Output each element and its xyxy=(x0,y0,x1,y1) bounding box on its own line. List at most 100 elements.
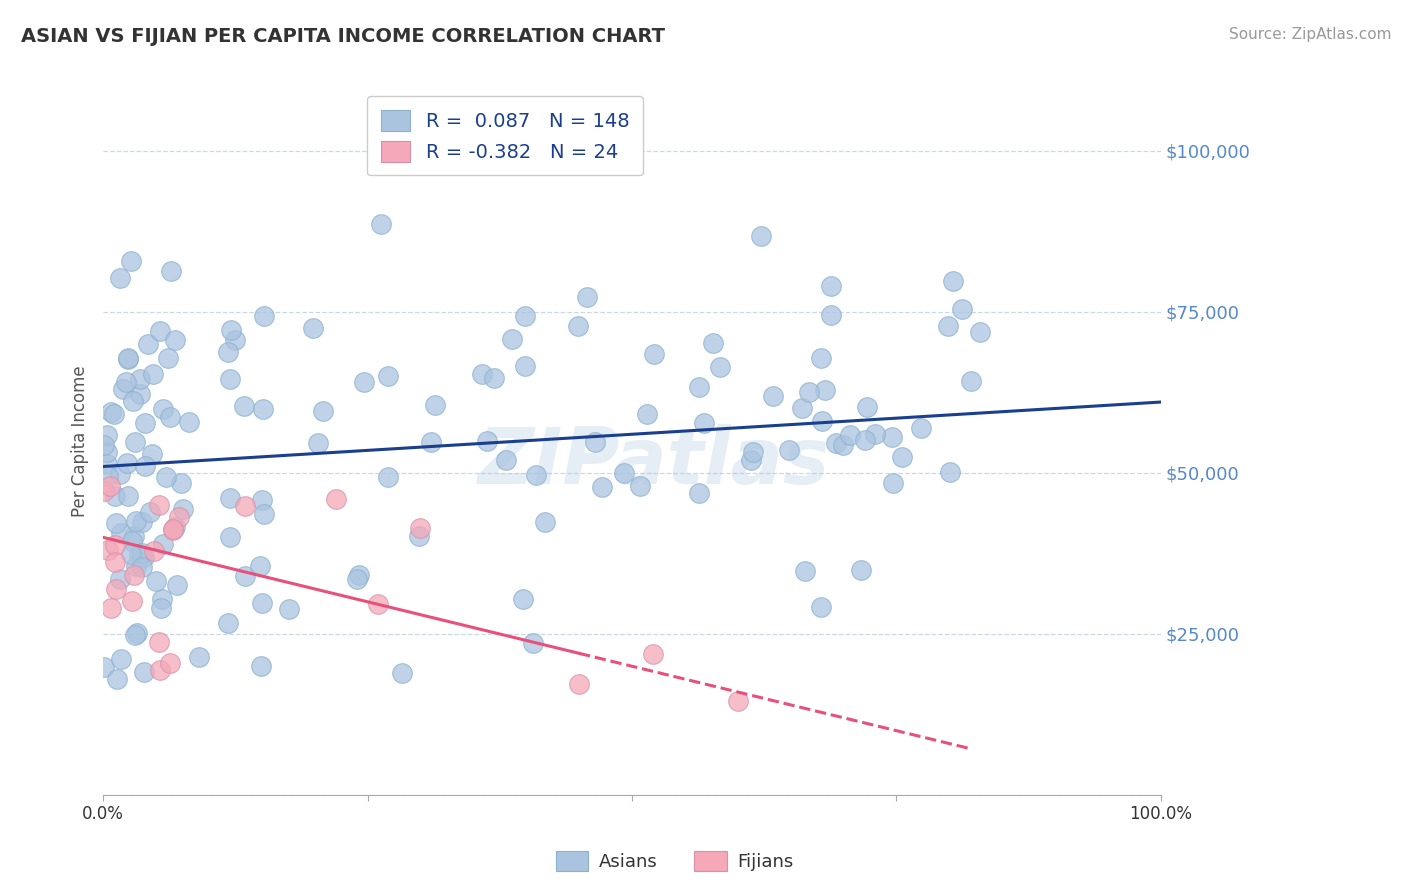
Point xyxy=(104,582,127,597)
Point xyxy=(249,559,271,574)
Point xyxy=(120,254,142,268)
Point xyxy=(377,470,399,484)
Y-axis label: Per Capita Income: Per Capita Income xyxy=(72,365,89,516)
Point xyxy=(325,492,347,507)
Point xyxy=(513,309,536,323)
Point xyxy=(583,434,606,449)
Point xyxy=(149,324,172,338)
Point xyxy=(96,428,118,442)
Point xyxy=(112,382,135,396)
Point xyxy=(253,309,276,323)
Point xyxy=(856,400,879,414)
Point xyxy=(377,369,399,384)
Point xyxy=(233,569,256,583)
Point xyxy=(301,321,323,335)
Point xyxy=(749,228,772,243)
Point xyxy=(367,597,389,611)
Point xyxy=(217,615,239,630)
Point xyxy=(408,529,430,543)
Point xyxy=(568,677,591,691)
Point xyxy=(495,453,517,467)
Point xyxy=(253,507,276,521)
Point xyxy=(591,480,613,494)
Point xyxy=(96,457,118,471)
Point xyxy=(838,428,860,442)
Point xyxy=(134,458,156,473)
Point xyxy=(104,516,127,530)
Point xyxy=(188,650,211,665)
Point xyxy=(131,560,153,574)
Text: Source: ZipAtlas.com: Source: ZipAtlas.com xyxy=(1229,27,1392,42)
Point xyxy=(936,319,959,334)
Point xyxy=(162,523,184,537)
Point xyxy=(149,663,172,677)
Point xyxy=(762,389,785,403)
Point xyxy=(159,656,181,670)
Point xyxy=(134,416,156,430)
Point xyxy=(693,416,716,430)
Point xyxy=(471,367,494,381)
Point xyxy=(121,547,143,561)
Point xyxy=(108,270,131,285)
Point xyxy=(252,401,274,416)
Point xyxy=(129,387,152,401)
Point xyxy=(513,359,536,373)
Point xyxy=(863,427,886,442)
Point xyxy=(124,434,146,449)
Point xyxy=(145,574,167,588)
Point xyxy=(233,499,256,513)
Point xyxy=(233,399,256,413)
Point xyxy=(108,467,131,481)
Point xyxy=(131,546,153,560)
Point xyxy=(97,469,120,483)
Point xyxy=(851,563,873,577)
Point xyxy=(157,351,180,365)
Point xyxy=(219,372,242,386)
Point xyxy=(688,486,710,500)
Point xyxy=(103,555,125,569)
Point xyxy=(162,522,184,536)
Point xyxy=(820,278,842,293)
Point xyxy=(115,457,138,471)
Point xyxy=(149,601,172,615)
Point xyxy=(346,573,368,587)
Point xyxy=(820,308,842,322)
Point xyxy=(132,549,155,564)
Point xyxy=(832,438,855,452)
Point xyxy=(250,596,273,610)
Point xyxy=(100,405,122,419)
Point xyxy=(98,479,121,493)
Point xyxy=(117,351,139,365)
Point xyxy=(824,436,846,450)
Point xyxy=(160,264,183,278)
Point xyxy=(93,438,115,452)
Point xyxy=(148,635,170,649)
Point xyxy=(100,601,122,615)
Point xyxy=(960,374,983,388)
Point xyxy=(121,534,143,549)
Point xyxy=(643,347,665,361)
Point xyxy=(219,491,242,506)
Point xyxy=(104,538,127,552)
Point xyxy=(391,666,413,681)
Point xyxy=(370,217,392,231)
Point xyxy=(278,601,301,615)
Point xyxy=(794,564,817,578)
Point xyxy=(501,332,523,346)
Point xyxy=(121,594,143,608)
Point xyxy=(778,442,800,457)
Point xyxy=(567,319,589,334)
Point xyxy=(132,665,155,679)
Point xyxy=(741,445,763,459)
Point xyxy=(939,465,962,479)
Point xyxy=(166,578,188,592)
Point xyxy=(221,323,243,337)
Point xyxy=(942,274,965,288)
Point xyxy=(814,383,837,397)
Point xyxy=(115,375,138,389)
Point xyxy=(128,548,150,562)
Point xyxy=(142,368,165,382)
Point xyxy=(349,568,371,582)
Point xyxy=(131,515,153,529)
Legend: R =  0.087   N = 148, R = -0.382   N = 24: R = 0.087 N = 148, R = -0.382 N = 24 xyxy=(367,96,643,176)
